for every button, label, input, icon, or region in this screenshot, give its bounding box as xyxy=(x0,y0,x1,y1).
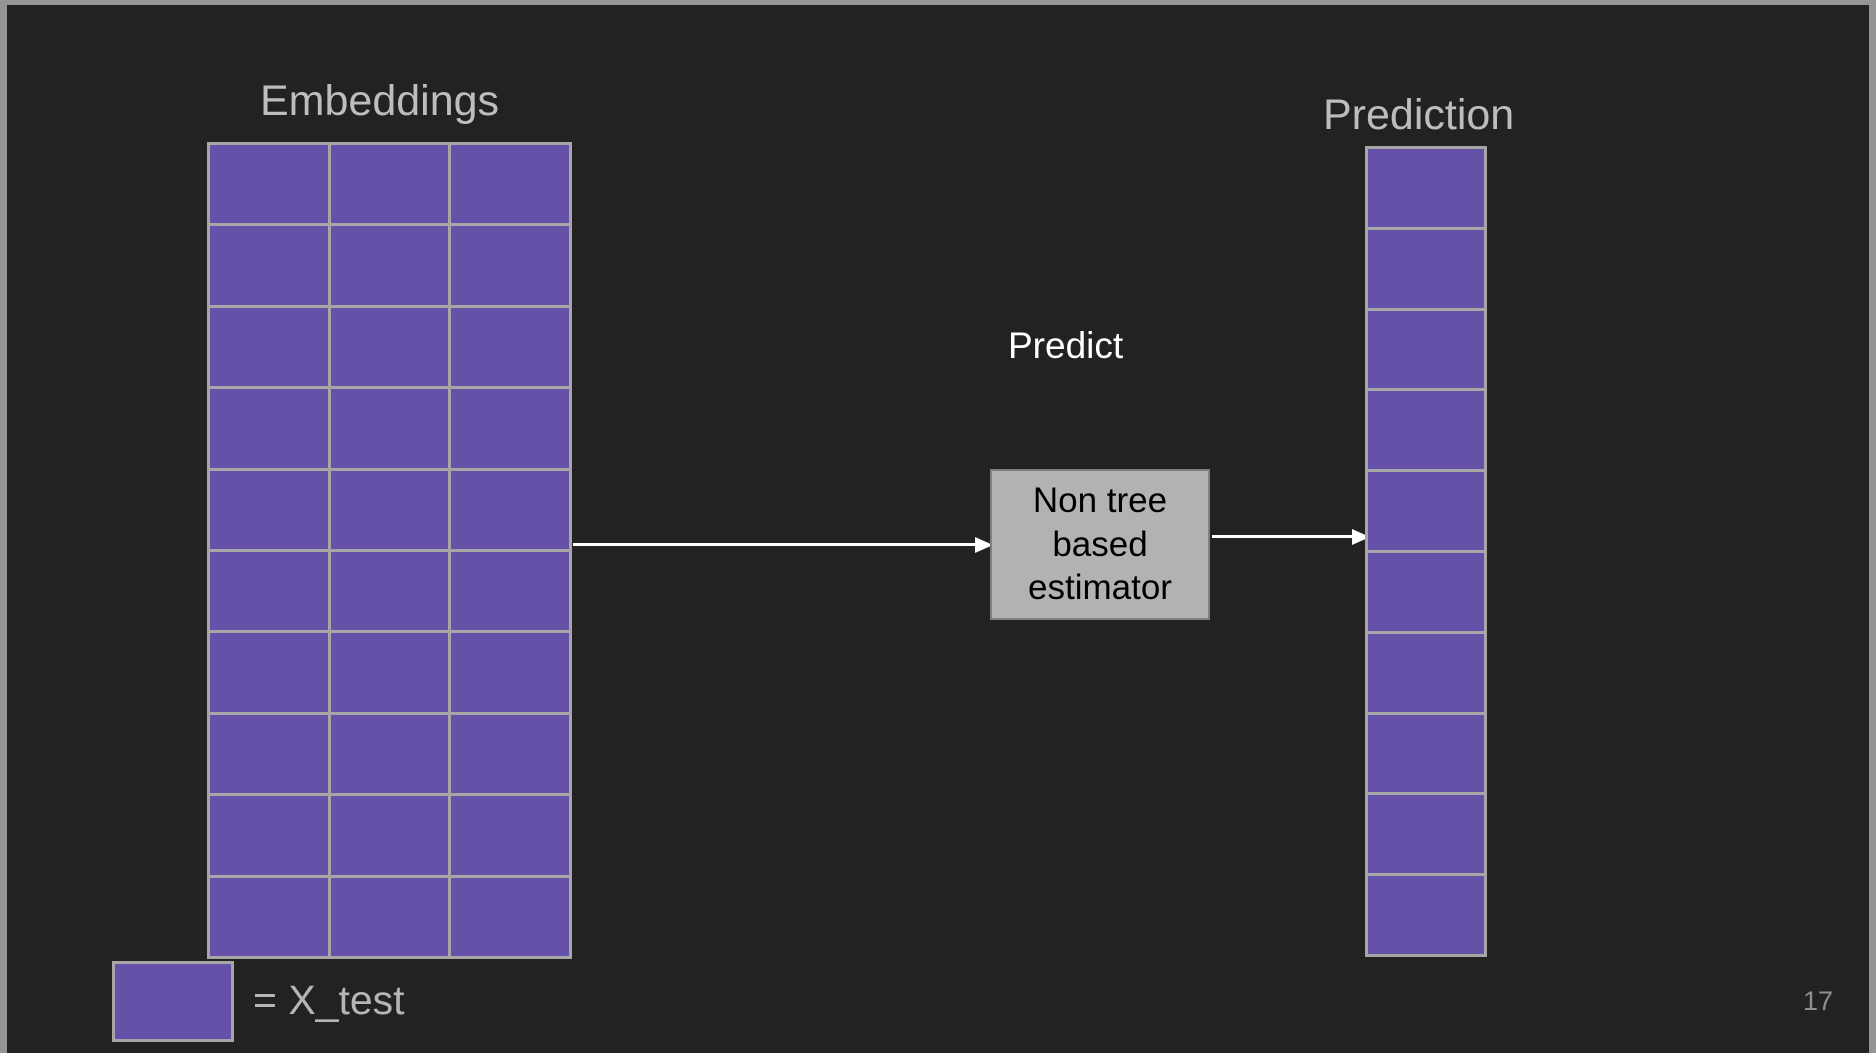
matrix-cell xyxy=(330,877,449,956)
slide-canvas: Embeddings Predict Non tree based estima… xyxy=(7,5,1869,1053)
predict-arrow-line xyxy=(573,543,977,546)
matrix-cell xyxy=(451,633,569,712)
matrix-cell xyxy=(330,145,449,224)
output-arrow-line xyxy=(1212,535,1354,538)
matrix-cell xyxy=(330,226,449,305)
matrix-cell xyxy=(210,389,328,468)
matrix-cell xyxy=(210,796,328,875)
matrix-cell xyxy=(1368,229,1484,308)
matrix-cell xyxy=(451,470,569,549)
matrix-cell xyxy=(451,226,569,305)
matrix-cell xyxy=(451,389,569,468)
legend-label: = X_test xyxy=(253,977,405,1023)
predict-label: Predict xyxy=(1008,325,1124,366)
estimator-box-label: Non tree based estimator xyxy=(1028,480,1172,608)
matrix-cell xyxy=(451,552,569,631)
embeddings-matrix xyxy=(207,142,572,959)
matrix-cell xyxy=(210,470,328,549)
matrix-cell xyxy=(1368,391,1484,470)
matrix-cell xyxy=(1368,876,1484,954)
matrix-cell xyxy=(330,552,449,631)
matrix-cell xyxy=(330,307,449,387)
matrix-cell xyxy=(1368,472,1484,550)
matrix-cell xyxy=(330,633,449,712)
legend-swatch xyxy=(112,961,234,1042)
embeddings-title: Embeddings xyxy=(260,77,500,125)
matrix-cell xyxy=(1368,633,1484,712)
matrix-cell xyxy=(330,714,449,794)
page-number: 17 xyxy=(1802,986,1833,1016)
prediction-title: Prediction xyxy=(1323,91,1515,139)
matrix-cell xyxy=(210,714,328,794)
matrix-cell xyxy=(451,877,569,956)
matrix-cell xyxy=(451,145,569,224)
matrix-cell xyxy=(210,633,328,712)
matrix-cell xyxy=(330,470,449,549)
prediction-matrix xyxy=(1365,146,1487,957)
estimator-box: Non tree based estimator xyxy=(990,469,1210,620)
matrix-cell xyxy=(210,145,328,224)
matrix-cell xyxy=(451,307,569,387)
matrix-cell xyxy=(330,389,449,468)
matrix-cell xyxy=(1368,714,1484,793)
matrix-cell xyxy=(1368,310,1484,389)
matrix-cell xyxy=(451,796,569,875)
predict-arrow-head-icon xyxy=(975,536,993,553)
matrix-cell xyxy=(330,796,449,875)
matrix-cell xyxy=(1368,149,1484,227)
matrix-cell xyxy=(451,714,569,794)
matrix-cell xyxy=(210,226,328,305)
matrix-cell xyxy=(1368,795,1484,874)
matrix-cell xyxy=(210,877,328,956)
matrix-cell xyxy=(210,552,328,631)
matrix-cell xyxy=(210,307,328,387)
matrix-cell xyxy=(1368,553,1484,631)
